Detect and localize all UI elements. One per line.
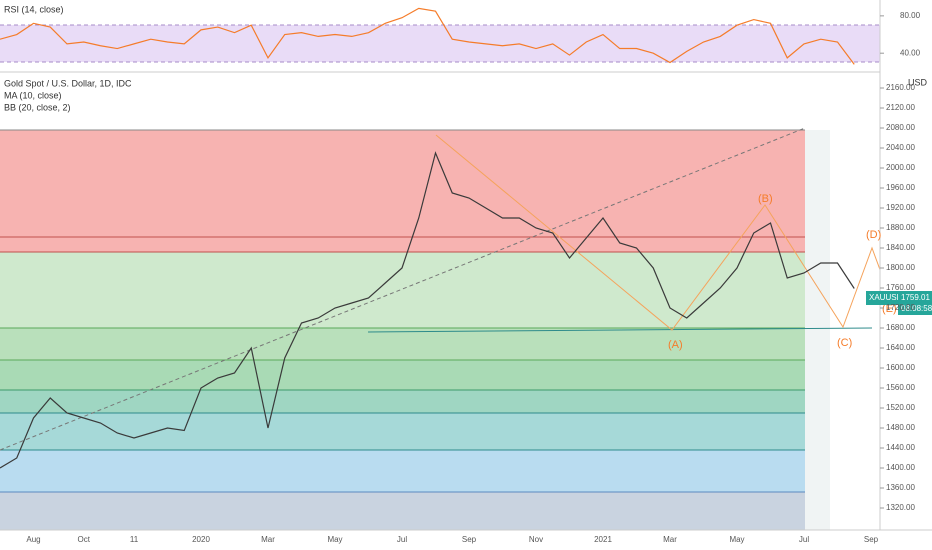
y-tick-label: 1920.00 <box>886 203 915 212</box>
y-tick-label: 1600.00 <box>886 363 915 372</box>
y-tick-label: 1680.00 <box>886 323 915 332</box>
rsi-title: RSI (14, close) <box>4 4 64 14</box>
y-tick-label: 2040.00 <box>886 143 915 152</box>
y-tick-label: 1520.00 <box>886 403 915 412</box>
wave-label: (C) <box>837 337 852 349</box>
y-tick-label: 2000.00 <box>886 163 915 172</box>
fib-zone <box>0 360 805 390</box>
y-tick-label: 1360.00 <box>886 483 915 492</box>
x-tick-label: Sep <box>462 535 477 544</box>
x-tick-label: Mar <box>663 535 677 544</box>
fib-zone <box>0 390 805 413</box>
y-tick-label: 1720.00 <box>886 303 915 312</box>
y-tick-label: 2080.00 <box>886 123 915 132</box>
x-tick-label: Sep <box>864 535 879 544</box>
y-tick-label: 1560.00 <box>886 383 915 392</box>
fib-zone <box>0 130 805 252</box>
series-line <box>0 7 855 65</box>
y2-tick-label: 40.00 <box>900 48 921 57</box>
y-tick-label: 1880.00 <box>886 223 915 232</box>
y-tick-label: 1480.00 <box>886 423 915 432</box>
x-tick-label: Nov <box>529 535 543 544</box>
countdown: 08:08:58 <box>901 304 932 313</box>
price-axis <box>880 0 932 550</box>
indicator-label: BB (20, close, 2) <box>4 102 71 112</box>
x-tick-label: Mar <box>261 535 275 544</box>
fib-zone <box>0 413 805 450</box>
x-tick-label: 2021 <box>594 535 612 544</box>
wave-label: (D) <box>866 229 881 241</box>
y-tick-label: 2160.00 <box>886 83 915 92</box>
y-tick-label: 2120.00 <box>886 103 915 112</box>
y-tick-label: 1440.00 <box>886 443 915 452</box>
x-tick-label: Jul <box>799 535 809 544</box>
x-tick-label: 11 <box>130 535 139 544</box>
wave-label: (A) <box>668 339 683 351</box>
fib-zone <box>0 328 805 360</box>
last-price: 1759.01 <box>901 293 930 302</box>
trend-line <box>0 127 806 451</box>
x-tick-label: Aug <box>26 535 40 544</box>
indicator-label: MA (10, close) <box>4 90 62 100</box>
y-tick-label: 1960.00 <box>886 183 915 192</box>
y-tick-label: 1320.00 <box>886 503 915 512</box>
y-tick-label: 1840.00 <box>886 243 915 252</box>
x-tick-label: Oct <box>78 535 91 544</box>
fib-zone <box>0 492 805 530</box>
price-tag <box>898 291 932 315</box>
wave-label: (E) <box>882 303 897 315</box>
fib-extension <box>805 130 830 530</box>
x-tick-label: May <box>729 535 744 544</box>
x-tick-label: 2020 <box>192 535 210 544</box>
y-tick-label: 1400.00 <box>886 463 915 472</box>
x-tick-label: Jul <box>397 535 407 544</box>
y2-tick-label: 80.00 <box>900 11 921 20</box>
support-line <box>367 327 873 333</box>
currency: USD <box>908 77 928 87</box>
fib-zones <box>0 127 894 530</box>
x-tick-label: May <box>327 535 342 544</box>
y-tick-label: 1760.00 <box>886 283 915 292</box>
y-tick-label: 1640.00 <box>886 343 915 352</box>
symbol-tag <box>866 291 898 305</box>
chart-title: Gold Spot / U.S. Dollar, 1D, IDC <box>4 78 132 88</box>
wave-label: (B) <box>758 193 773 205</box>
symbol: XAUUSD <box>869 293 903 302</box>
rsi-band <box>0 25 880 62</box>
fib-zone <box>0 450 805 492</box>
y-tick-label: 1800.00 <box>886 263 915 272</box>
series-line <box>0 151 855 469</box>
wave-lines <box>435 134 894 331</box>
